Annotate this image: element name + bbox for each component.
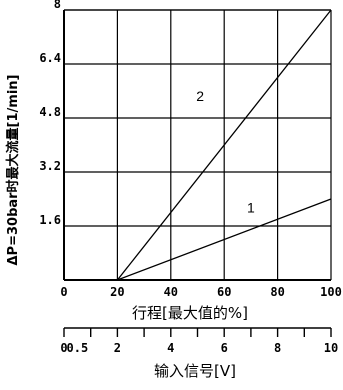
x-tick-label: 60	[217, 285, 231, 299]
secondary-tick-label: 8	[274, 341, 281, 355]
x-tick-label: 100	[320, 285, 342, 299]
x-tick-label: 40	[164, 285, 178, 299]
secondary-tick-label: 0	[60, 341, 67, 355]
x-axis-title: 行程[最大值的%]	[132, 304, 248, 322]
secondary-tick-label: 4	[167, 341, 174, 355]
x-tick-label: 80	[270, 285, 284, 299]
y-tick-label: 8	[54, 0, 61, 11]
series-label-1: 1	[247, 200, 255, 216]
secondary-tick-label: 0.5	[67, 341, 89, 355]
series-label-2: 2	[196, 88, 204, 104]
x-tick-label: 20	[110, 285, 124, 299]
secondary-tick-label: 6	[221, 341, 228, 355]
x-tick-label: 0	[60, 285, 67, 299]
y-axis-title: ΔP=30bar时最大流量[1/min]	[5, 75, 21, 266]
grid	[64, 9, 331, 280]
series-lines	[116, 9, 332, 281]
labels: 行程[最大值的%] 输入信号[V] ΔP=30bar时最大流量[1/min] 1…	[5, 0, 342, 380]
series-line-2	[116, 9, 332, 281]
secondary-tick-label: 10	[324, 341, 338, 355]
y-tick-label: 3.2	[39, 159, 61, 173]
series-line-1	[117, 198, 332, 281]
y-tick-label: 4.8	[39, 105, 61, 119]
y-tick-label: 1.6	[39, 213, 61, 227]
y-tick-label: 6.4	[39, 51, 61, 65]
secondary-axis-title: 输入信号[V]	[154, 362, 236, 380]
secondary-tick-label: 2	[114, 341, 121, 355]
axes	[63, 9, 332, 337]
